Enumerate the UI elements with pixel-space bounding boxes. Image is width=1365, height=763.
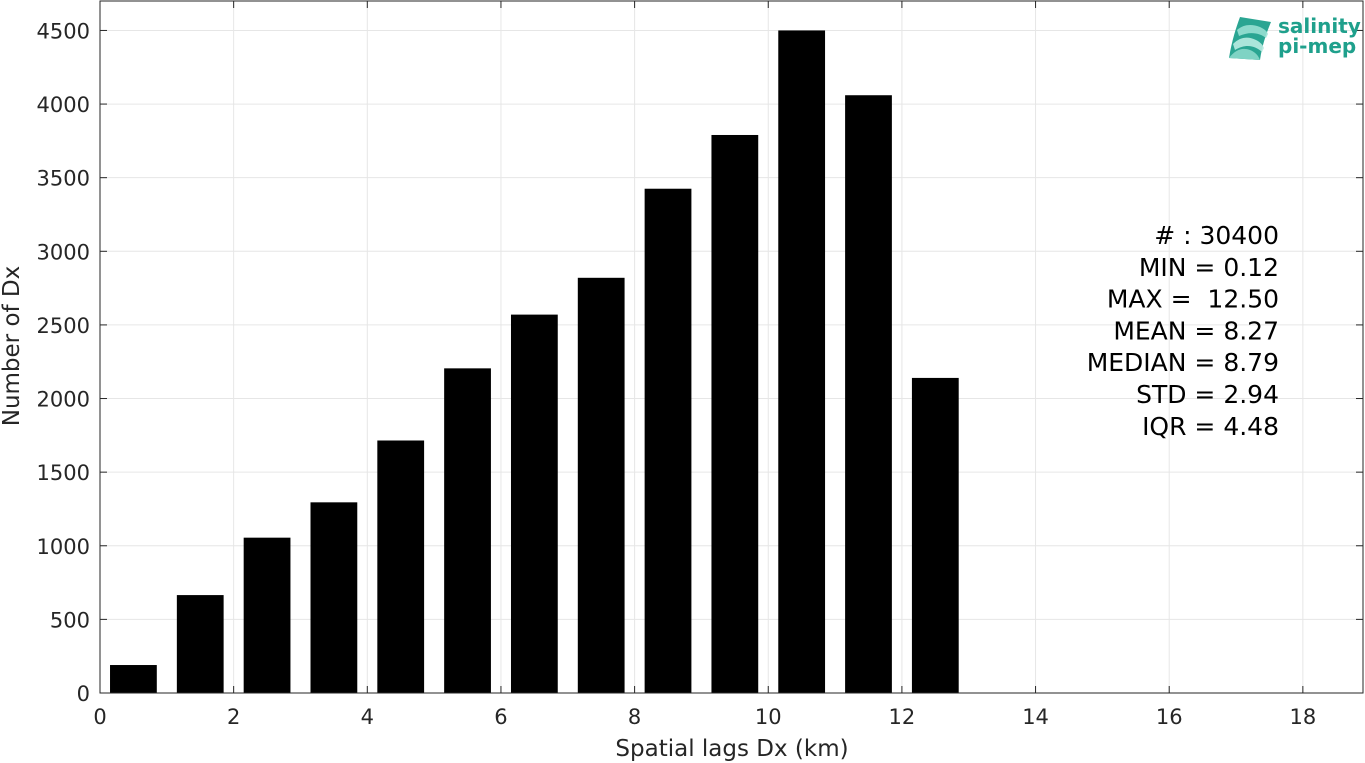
y-tick-label: 1000 <box>37 535 90 559</box>
x-tick-label: 2 <box>227 705 240 729</box>
x-tick-labels: 0 2 4 6 8 10 12 14 16 18 <box>93 705 1316 729</box>
bar <box>176 595 224 693</box>
y-axis-title: Number of Dx <box>0 266 25 427</box>
bar <box>243 537 291 693</box>
logo-line-2: pi-mep <box>1278 34 1356 58</box>
y-tick-labels: 0 500 1000 1500 2000 2500 3000 3500 4000 4500 <box>37 19 90 706</box>
bars <box>110 30 959 694</box>
y-tick-label: 2000 <box>37 388 90 412</box>
x-tick-label: 16 <box>1156 705 1183 729</box>
bar <box>644 188 692 694</box>
stat-line: MIN = 0.12 <box>1139 253 1279 282</box>
bar <box>778 30 826 694</box>
salinity-pi-mep-logo: salinity pi-mep <box>1229 14 1361 60</box>
stat-line: IQR = 4.48 <box>1142 412 1279 441</box>
x-tick-label: 0 <box>93 705 106 729</box>
y-tick-label: 4500 <box>37 19 90 43</box>
bar <box>377 440 425 693</box>
stat-line: MEDIAN = 8.79 <box>1087 348 1279 377</box>
plot-frame <box>99 0 1364 694</box>
y-tick-label: 0 <box>77 682 90 706</box>
y-tick-label: 1500 <box>37 461 90 485</box>
bar <box>711 134 759 693</box>
y-tick-label: 500 <box>50 608 90 632</box>
bar <box>911 377 959 693</box>
x-tick-label: 8 <box>628 705 641 729</box>
x-tick-label: 4 <box>361 705 374 729</box>
stat-line: MEAN = 8.27 <box>1113 316 1279 345</box>
axis-ticks <box>99 1 1363 694</box>
x-tick-label: 10 <box>755 705 782 729</box>
bar <box>845 95 892 693</box>
bar <box>510 314 558 693</box>
x-tick-label: 14 <box>1022 705 1049 729</box>
bar <box>310 502 358 693</box>
bar <box>577 277 625 693</box>
x-tick-label: 18 <box>1289 705 1316 729</box>
stat-line: # : 30400 <box>1154 221 1279 250</box>
x-tick-label: 6 <box>494 705 507 729</box>
logo-line-1: salinity <box>1278 14 1361 38</box>
wave-logo-icon <box>1229 17 1271 60</box>
y-tick-label: 4000 <box>37 93 90 117</box>
stat-line: MAX = 12.50 <box>1107 285 1279 314</box>
bar <box>110 665 157 693</box>
y-tick-label: 3500 <box>37 167 90 191</box>
x-axis-title: Spatial lags Dx (km) <box>615 736 848 762</box>
y-tick-label: 3000 <box>37 240 90 264</box>
stat-line: STD = 2.94 <box>1136 380 1279 409</box>
x-tick-label: 12 <box>889 705 916 729</box>
bar <box>444 368 491 693</box>
y-tick-label: 2500 <box>37 314 90 338</box>
